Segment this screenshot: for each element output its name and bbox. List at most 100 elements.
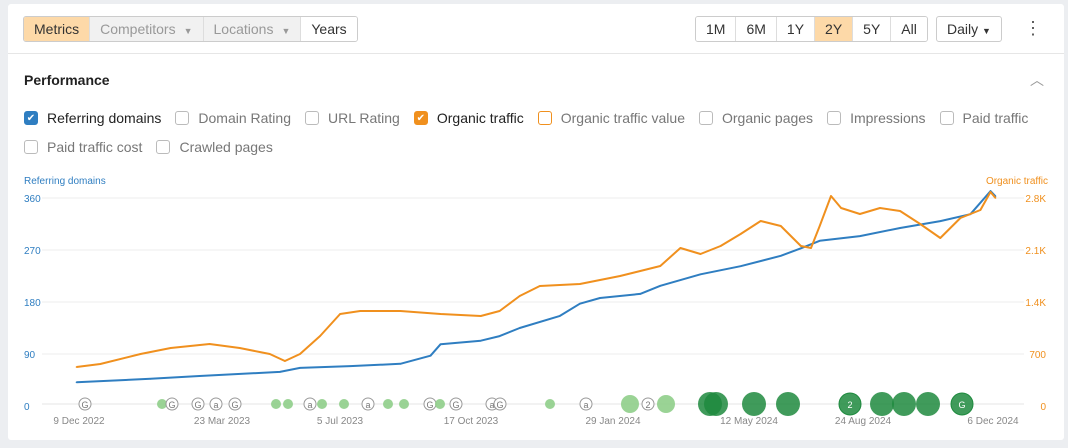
checkbox-organic-traffic[interactable]: ✔ Organic traffic: [413, 110, 524, 126]
data-point: [299, 353, 301, 355]
caret-down-icon: ▼: [281, 26, 291, 36]
annotation-marker: [283, 399, 293, 409]
checkbox-paid-traffic-cost[interactable]: Paid traffic cost: [24, 139, 142, 155]
interval-dropdown[interactable]: Daily ▼: [936, 16, 1002, 42]
right-tick-label: 2.8K: [1025, 194, 1046, 205]
annotation-marker-label: G: [194, 400, 201, 410]
annotation-marker-label: a: [489, 400, 494, 410]
range-2y[interactable]: 2Y: [815, 17, 854, 41]
data-point: [198, 375, 201, 377]
data-point: [859, 235, 861, 237]
data-point: [699, 273, 702, 276]
series-line-referring-domains: [76, 190, 997, 384]
metrics-tab[interactable]: Metrics: [24, 17, 91, 41]
range-1y[interactable]: 1Y: [776, 17, 816, 41]
collapse-chevron-icon[interactable]: ︿: [1030, 72, 1044, 88]
range-5y[interactable]: 5Y: [853, 17, 892, 41]
data-point: [479, 339, 482, 342]
annotation-marker: [449, 397, 463, 411]
data-point: [279, 371, 281, 373]
checkbox-paid-traffic[interactable]: Paid traffic: [939, 110, 1028, 126]
annotation-marker: [870, 392, 894, 416]
checkbox-organic-pages[interactable]: Organic pages: [699, 110, 813, 126]
annotation-marker-label: 2: [645, 400, 650, 410]
data-point: [939, 220, 942, 222]
data-point: [959, 217, 962, 219]
data-point: [518, 327, 521, 329]
annotation-marker: [545, 399, 555, 409]
annotation-marker-label: G: [426, 400, 433, 410]
performance-card: Metrics Competitors ▼ Locations ▼ Years 1M…: [8, 4, 1064, 440]
checkbox-crawled-pages[interactable]: Crawled pages: [156, 139, 273, 155]
data-point: [269, 353, 271, 355]
checkbox-label: Crawled pages: [179, 139, 273, 155]
checkbox-referring-domains[interactable]: ✔ Referring domains: [24, 110, 161, 126]
checkbox-organic-traffic-value[interactable]: Organic traffic value: [537, 110, 685, 126]
checkbox-label: Organic pages: [722, 110, 814, 126]
series-line-organic-traffic: [76, 191, 997, 368]
annotation-marker: [209, 397, 223, 411]
data-point: [579, 302, 581, 305]
annotation-marker: [399, 399, 409, 409]
data-point: [919, 223, 921, 225]
left-tick-label: 180: [24, 298, 41, 309]
data-point: [149, 378, 152, 380]
checkbox-label: Organic traffic: [436, 110, 524, 126]
checkbox-impressions[interactable]: Impressions: [827, 110, 926, 126]
data-point: [99, 363, 102, 365]
checkbox-empty-icon: [699, 111, 713, 125]
data-point: [359, 310, 362, 312]
data-point: [780, 225, 782, 227]
range-1m[interactable]: 1M: [696, 17, 737, 41]
checkbox-label: URL Rating: [328, 110, 400, 126]
annotation-marker: [165, 397, 179, 411]
data-point: [208, 343, 211, 345]
years-tab[interactable]: Years: [301, 17, 357, 41]
x-tick-label: 23 Mar 2023: [194, 416, 251, 427]
checkbox-url-rating[interactable]: URL Rating: [305, 110, 400, 126]
data-point: [759, 220, 762, 222]
data-point: [559, 315, 561, 317]
checkbox-checked-icon: ✔: [24, 111, 38, 125]
data-point: [899, 210, 901, 212]
locations-dropdown[interactable]: Locations ▼: [203, 17, 302, 41]
more-options-icon[interactable]: ⋮: [1024, 18, 1042, 38]
annotation-marker: [621, 395, 639, 413]
range-all[interactable]: All: [891, 17, 927, 41]
data-point: [429, 354, 432, 357]
data-point: [599, 297, 601, 299]
annotation-marker-label: G: [231, 400, 238, 410]
checkbox-checked-icon: ✔: [413, 111, 428, 125]
range-6m[interactable]: 6M: [736, 17, 777, 41]
annotation-marker-label: G: [496, 400, 503, 410]
checkbox-label: Paid traffic cost: [47, 139, 143, 155]
x-tick-label: 17 Oct 2023: [444, 416, 499, 427]
data-point: [75, 366, 78, 368]
annotation-marker: [383, 399, 393, 409]
data-point: [800, 245, 802, 247]
data-point: [818, 225, 821, 227]
data-point: [319, 335, 321, 337]
annotation-marker: [191, 397, 205, 411]
annotation-marker-label: G: [958, 400, 965, 410]
checkbox-empty-icon: [827, 111, 842, 125]
data-point: [989, 191, 992, 193]
annotation-marker-label: G: [81, 400, 88, 410]
data-point: [284, 360, 286, 362]
annotation-marker: [892, 392, 916, 416]
right-tick-label: 0: [1040, 402, 1046, 413]
annotation-marker: [704, 392, 728, 416]
annotation-marker: [742, 392, 766, 416]
x-tick-label: 29 Jan 2024: [585, 416, 640, 427]
annotation-marker-label: a: [213, 400, 218, 410]
annotation-marker: [435, 399, 445, 409]
checkbox-domain-rating[interactable]: Domain Rating: [175, 110, 291, 126]
competitors-dropdown[interactable]: Competitors ▼: [90, 17, 204, 41]
data-point: [399, 310, 402, 312]
section-title: Performance: [24, 72, 110, 88]
annotation-marker: [657, 395, 675, 413]
data-point: [619, 275, 621, 277]
competitors-label: Competitors: [100, 21, 176, 37]
checkbox-empty-icon: [305, 111, 319, 125]
